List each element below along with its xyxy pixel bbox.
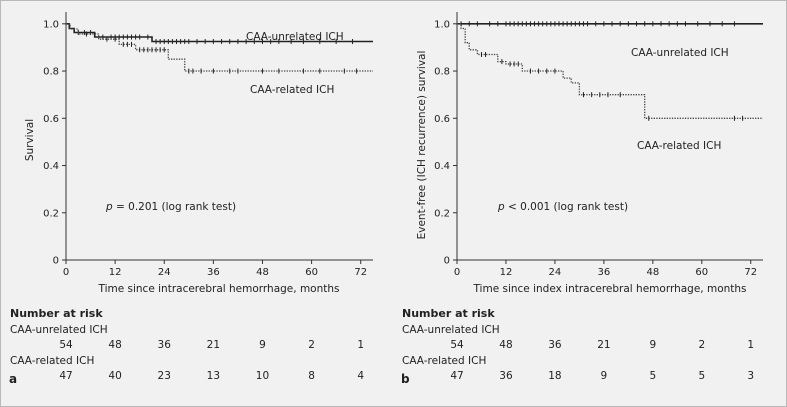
panel-letter-b: b — [401, 372, 410, 386]
series-label-b-related: CAA-related ICH — [637, 140, 721, 152]
risk-value: 1 — [747, 339, 754, 351]
y-tick-label: 0.2 — [434, 208, 450, 219]
risk-value: 13 — [207, 370, 220, 382]
risk-value: 36 — [548, 339, 562, 351]
risk-row-values-b-0: 54 48 36 21 9 2 1 — [450, 339, 754, 351]
risk-row-values-a-1: 47 40 23 13 10 8 4 — [59, 370, 364, 382]
risk-row-label-b-1: CAA-related ICH — [402, 355, 486, 367]
series-label-a-related: CAA-related ICH — [250, 84, 334, 96]
y-tick-label: 0.4 — [43, 161, 59, 172]
y-tick-label: 1.0 — [434, 19, 450, 30]
y-tick-label: 0.6 — [434, 114, 450, 125]
annotation-a: p = 0.201 (log rank test) — [105, 201, 236, 213]
risk-row-values-b-1: 47 36 18 9 5 5 3 — [450, 370, 754, 382]
x-tick-label: 60 — [305, 267, 318, 278]
x-tick-label: 48 — [256, 267, 269, 278]
x-tick-label: 36 — [598, 267, 611, 278]
x-tick-label: 24 — [158, 267, 171, 278]
risk-value: 2 — [698, 339, 705, 351]
panel-a: 00.20.40.60.81.00 12 24 36 48 60 72 Survival T… — [9, 12, 373, 386]
risk-value: 21 — [597, 339, 610, 351]
y-axis-label-b: Event-free (ICH recurrence) survival — [416, 51, 428, 240]
plot-area-a: 0 0.2 0.4 0.6 0.8 1.0 0 12 24 36 48 60 72 — [43, 12, 373, 278]
risk-value: 10 — [256, 370, 269, 382]
risk-value: 2 — [308, 339, 315, 351]
risk-value: 48 — [108, 339, 121, 351]
y-tick-label: 0.6 — [43, 114, 59, 125]
x-axis-label-b: Time since index intracerebral hemorrhag… — [472, 283, 746, 295]
y-axis-label-a: Survival — [24, 119, 36, 161]
risk-value: 18 — [548, 370, 561, 382]
y-tick-label: 0.4 — [434, 161, 450, 172]
risk-value: 9 — [649, 339, 656, 351]
y-tick-label: 0.2 — [43, 208, 59, 219]
x-tick-label: 48 — [646, 267, 659, 278]
series-label-a-unrelated: CAA-unrelated ICH — [246, 31, 344, 43]
x-tick-label: 0 — [454, 267, 460, 278]
risk-value: 40 — [108, 370, 121, 382]
risk-value: 8 — [308, 370, 315, 382]
risk-value: 54 — [450, 339, 464, 351]
risk-value: 9 — [601, 370, 608, 382]
risk-row-label-a-0: CAA-unrelated ICH — [10, 324, 108, 336]
y-tick-label: 0.8 — [434, 67, 450, 78]
x-tick-label: 36 — [207, 267, 220, 278]
risk-table-title-a: Number at risk — [10, 307, 103, 320]
risk-value: 1 — [357, 339, 364, 351]
panel-letter-a: a — [9, 372, 17, 386]
risk-row-label-b-0: CAA-unrelated ICH — [402, 324, 500, 336]
y-tick-label: 1.0 — [43, 19, 59, 30]
risk-value: 36 — [158, 339, 172, 351]
x-tick-label: 60 — [695, 267, 708, 278]
risk-value: 3 — [747, 370, 754, 382]
risk-row-values-a-0: 54 48 36 21 9 2 1 — [59, 339, 364, 351]
panel-b: 00.20.40.60.81.00 12 24 36 48 60 72 Event-free… — [401, 12, 763, 386]
risk-value: 5 — [698, 370, 705, 382]
risk-value: 5 — [649, 370, 656, 382]
plot-area-b: 0 0.2 0.4 0.6 0.8 1.0 0 12 24 36 48 60 72 — [434, 12, 763, 278]
x-tick-label: 12 — [109, 267, 122, 278]
risk-value: 47 — [450, 370, 463, 382]
risk-value: 54 — [59, 339, 73, 351]
risk-table-title-b: Number at risk — [402, 307, 495, 320]
series-line-related — [66, 23, 373, 72]
risk-row-label-a-1: CAA-related ICH — [10, 355, 94, 367]
risk-value: 36 — [499, 370, 513, 382]
series-label-b-unrelated: CAA-unrelated ICH — [631, 47, 729, 59]
y-tick-label: 0 — [444, 256, 450, 267]
risk-value: 21 — [207, 339, 220, 351]
annotation-b: p < 0.001 (log rank test) — [497, 201, 628, 213]
risk-value: 9 — [259, 339, 266, 351]
x-tick-label: 24 — [549, 267, 562, 278]
y-tick-label: 0.8 — [43, 67, 59, 78]
risk-value: 48 — [499, 339, 512, 351]
x-tick-label: 72 — [354, 267, 367, 278]
series-line-related — [457, 23, 763, 119]
y-tick-label: 0 — [53, 256, 59, 267]
x-tick-label: 72 — [744, 267, 757, 278]
risk-value: 47 — [59, 370, 72, 382]
x-tick-label: 12 — [500, 267, 513, 278]
x-tick-label: 0 — [63, 267, 69, 278]
risk-value: 4 — [357, 370, 364, 382]
risk-value: 23 — [158, 370, 171, 382]
x-axis-label-a: Time since intracerebral hemorrhage, mon… — [97, 283, 339, 295]
